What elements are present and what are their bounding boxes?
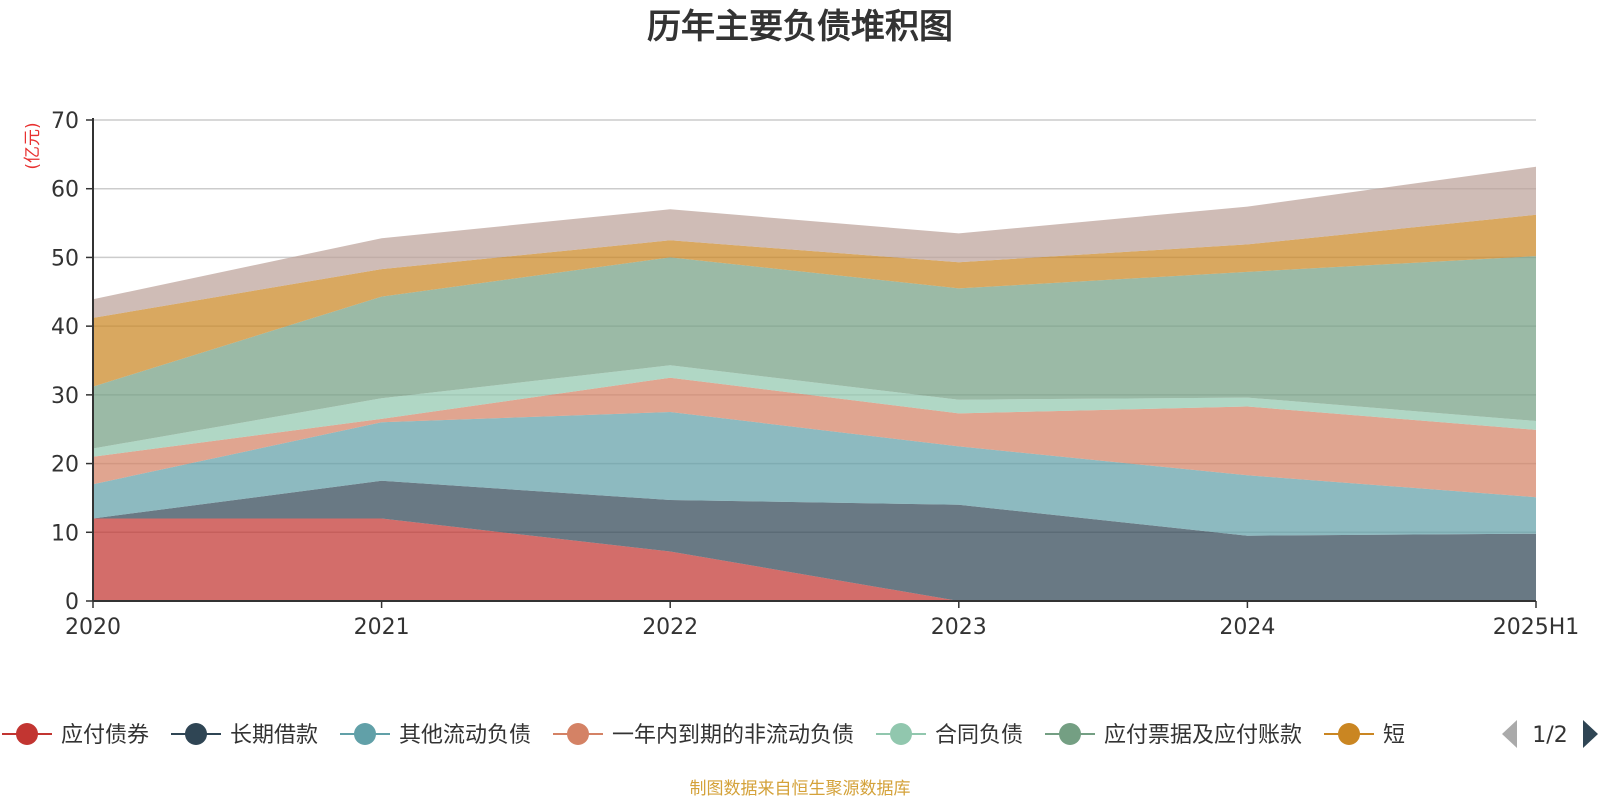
area-series-6 <box>93 214 1536 387</box>
legend-marker-icon[interactable] <box>354 723 377 745</box>
x-tick-label: 2023 <box>931 615 987 640</box>
legend-item-label[interactable]: 合同负债 <box>935 723 1023 748</box>
legend-marker-icon[interactable] <box>567 723 590 745</box>
legend-next-page-icon[interactable] <box>1583 720 1598 748</box>
y-tick-label: 40 <box>51 315 79 340</box>
area-series-2 <box>93 412 1536 536</box>
legend-marker-icon[interactable] <box>16 723 38 745</box>
legend-marker-icon[interactable] <box>1059 723 1082 745</box>
y-tick-label: 60 <box>51 178 79 203</box>
data-source-note: 制图数据来自恒生聚源数据库 <box>690 779 911 799</box>
legend-item-label[interactable]: 短 <box>1383 723 1405 748</box>
y-tick-label: 50 <box>51 246 79 271</box>
legend-item-label[interactable]: 其他流动负债 <box>399 723 531 748</box>
chart-title: 历年主要负债堆积图 <box>647 7 953 47</box>
y-tick-label: 0 <box>65 590 79 615</box>
x-tick-label: 2021 <box>354 615 410 640</box>
legend-marker-icon[interactable] <box>185 723 208 745</box>
stacked-areas <box>93 166 1536 601</box>
area-series-1 <box>93 480 1536 601</box>
legend-marker-icon[interactable] <box>1338 723 1361 745</box>
x-tick-label: 2020 <box>65 615 121 640</box>
y-tick-label: 10 <box>51 521 79 546</box>
legend-marker-icon[interactable] <box>890 723 913 745</box>
legend-item-label[interactable]: 应付票据及应付账款 <box>1104 723 1302 748</box>
y-tick-label: 30 <box>51 384 79 409</box>
axes: 0 10 20 30 40 50 60 70 2020 2021 2022 2023 2024 2025H… <box>51 109 1579 640</box>
area-series-7 <box>93 166 1536 318</box>
area-series-3 <box>93 377 1536 498</box>
area-series-4 <box>93 365 1536 457</box>
legend-item-label[interactable]: 一年内到期的非流动负债 <box>612 723 854 748</box>
y-axis-unit-label: (亿元) <box>23 122 43 169</box>
area-series-5 <box>93 256 1536 449</box>
y-tick-label: 20 <box>51 453 79 478</box>
x-tick-label: 2025H1 <box>1493 615 1580 640</box>
y-tick-label: 70 <box>51 109 79 134</box>
x-tick-label: 2022 <box>642 615 698 640</box>
legend-page-indicator: 1/2 <box>1532 723 1567 748</box>
legend: 应付债券 长期借款 其他流动负债 一年内到期的非流动负债 合同负债 应付票据及应付账款 短 <box>2 723 1405 748</box>
legend-item-label[interactable]: 长期借款 <box>230 723 318 748</box>
area-series-0 <box>93 518 1536 601</box>
x-tick-label: 2024 <box>1219 615 1275 640</box>
legend-item-label[interactable]: 应付债券 <box>61 723 149 748</box>
legend-prev-page-icon[interactable] <box>1502 720 1517 748</box>
legend-pager: 1/2 <box>1502 720 1598 748</box>
